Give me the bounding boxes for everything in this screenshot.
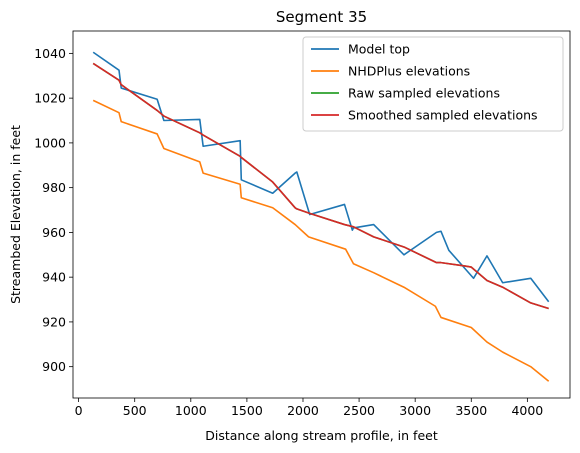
series-line-model-top [92,51,550,303]
series-layer [92,51,550,382]
x-tick-label: 2500 [343,403,375,418]
series-line-nhdplus-elevations [92,99,550,382]
x-tick-label: 3000 [399,403,431,418]
x-tick-label: 2000 [287,403,319,418]
chart-title: Segment 35 [276,8,367,26]
x-tick-label: 1000 [175,403,207,418]
legend-label: NHDPlus elevations [348,64,470,79]
y-tick-label: 980 [42,180,66,195]
x-tick-label: 4000 [511,403,543,418]
y-tick-label: 1000 [34,135,66,150]
x-tick-label: 500 [123,403,147,418]
legend-label: Smoothed sampled elevations [348,108,538,123]
plot-frame [72,30,571,399]
y-axis-label: Streambed Elevation, in feet [8,125,23,304]
y-tick-label: 900 [42,359,66,374]
x-tick-label: 3500 [455,403,487,418]
series-line-smoothed-sampled-elevations [92,62,549,310]
y-tick-label: 940 [42,270,66,285]
x-tick-label: 0 [75,403,83,418]
y-tick-label: 1020 [34,91,66,106]
x-axis: 0 500 1000 1500 2000 2500 3000 3500 4000 [75,398,543,418]
x-axis-label: Distance along stream profile, in feet [205,428,438,443]
legend-label: Raw sampled elevations [348,86,500,101]
legend-label: Model top [348,42,410,57]
y-tick-label: 1040 [34,46,66,61]
legend-box [302,36,564,132]
y-tick-label: 920 [42,314,66,329]
legend: Model top NHDPlus elevations Raw sampled e… [302,36,564,132]
y-axis: 900 920 940 960 980 1000 1020 1040 [34,46,73,374]
y-tick-label: 960 [42,225,66,240]
x-tick-label: 1500 [231,403,263,418]
